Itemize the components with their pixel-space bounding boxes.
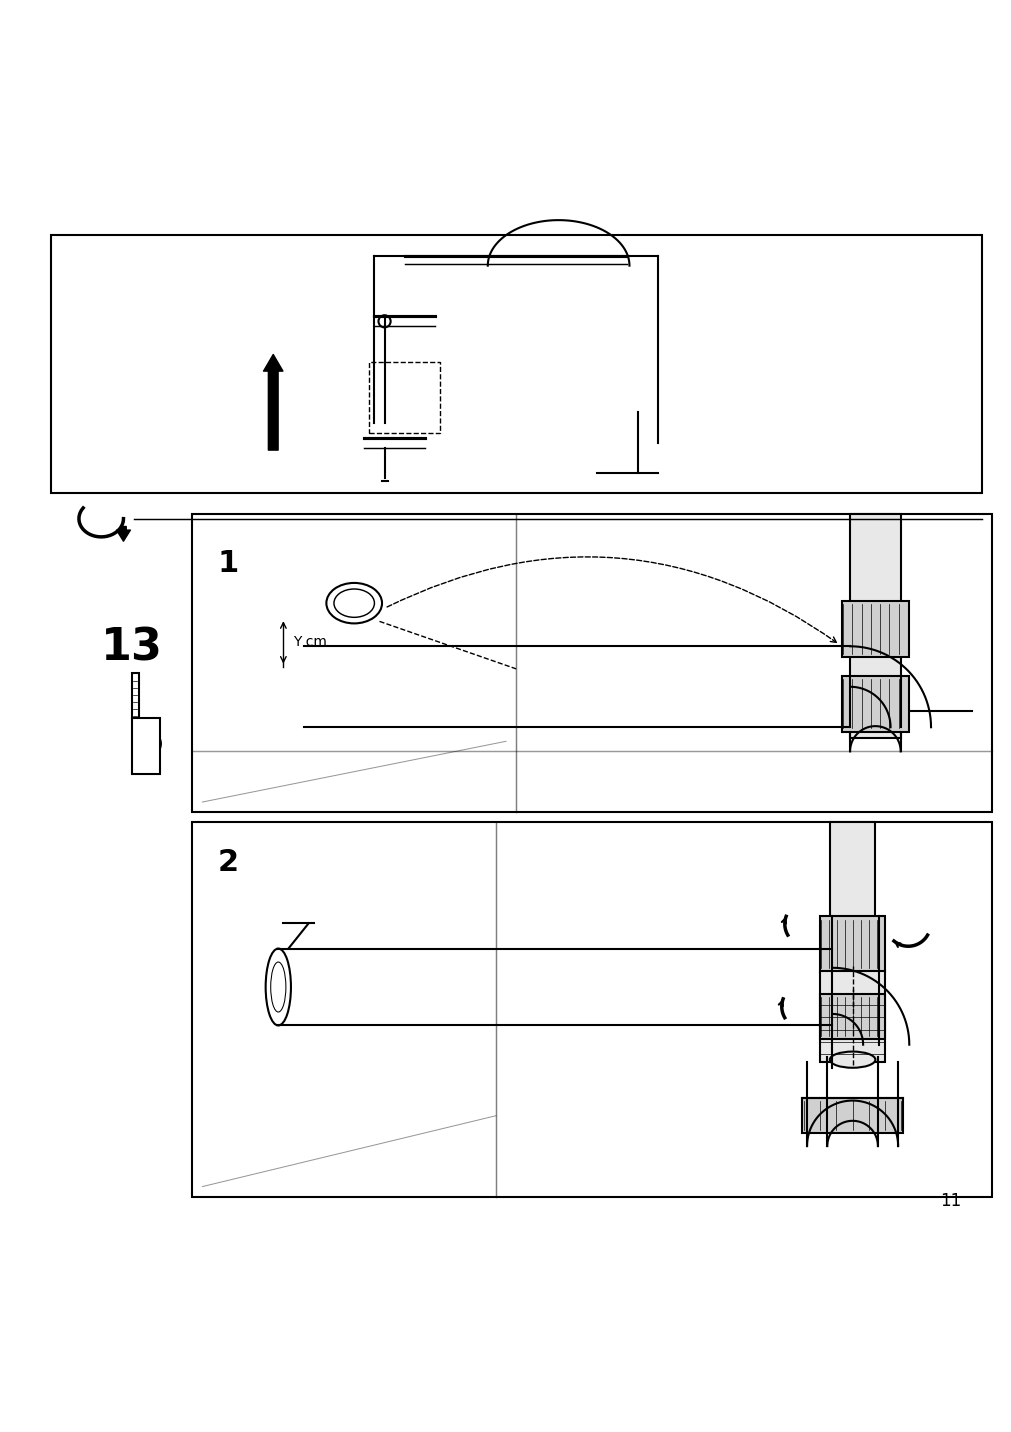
Bar bbox=[801, 1097, 902, 1133]
Text: 13: 13 bbox=[100, 626, 163, 669]
Bar bbox=[841, 601, 908, 657]
Bar bbox=[819, 916, 885, 972]
Text: Y cm: Y cm bbox=[293, 636, 327, 650]
Bar bbox=[131, 719, 160, 775]
Ellipse shape bbox=[326, 583, 381, 623]
Bar bbox=[849, 514, 900, 737]
Ellipse shape bbox=[265, 948, 291, 1025]
Bar bbox=[369, 362, 440, 432]
Ellipse shape bbox=[829, 1051, 875, 1068]
Bar bbox=[829, 822, 875, 927]
Text: 1: 1 bbox=[217, 548, 239, 579]
Bar bbox=[841, 676, 908, 732]
Ellipse shape bbox=[824, 985, 880, 1004]
Bar bbox=[51, 235, 981, 494]
Bar bbox=[819, 971, 885, 1063]
Bar bbox=[192, 822, 991, 1197]
Bar bbox=[819, 994, 885, 1040]
Ellipse shape bbox=[271, 962, 285, 1012]
Text: 11: 11 bbox=[939, 1191, 960, 1210]
Ellipse shape bbox=[829, 916, 875, 937]
Bar bbox=[192, 514, 991, 812]
Text: 2: 2 bbox=[217, 848, 239, 876]
Ellipse shape bbox=[334, 589, 374, 617]
